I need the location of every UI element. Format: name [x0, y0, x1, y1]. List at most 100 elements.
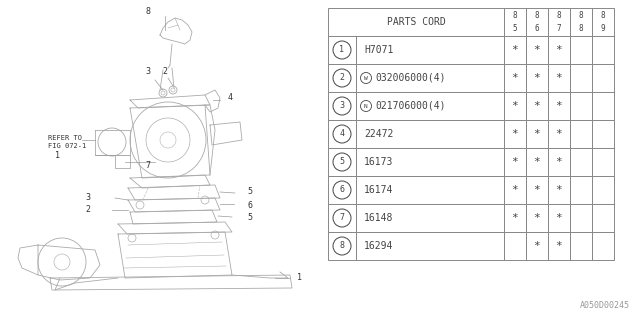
Text: 7: 7	[557, 24, 561, 33]
Bar	[570, 36, 592, 64]
Text: 8: 8	[339, 242, 344, 251]
Text: 7: 7	[145, 161, 150, 170]
Text: 7: 7	[339, 213, 344, 222]
Text: W: W	[364, 76, 368, 81]
Bar	[504, 148, 526, 176]
Text: 3: 3	[86, 194, 90, 203]
Bar	[328, 232, 356, 260]
Text: 16173: 16173	[364, 157, 394, 167]
Text: *: *	[511, 129, 518, 139]
Bar	[592, 120, 614, 148]
Bar	[548, 176, 570, 204]
Text: 9: 9	[601, 24, 605, 33]
Text: *: *	[511, 73, 518, 83]
Bar	[526, 204, 548, 232]
Bar	[548, 204, 570, 232]
Text: *: *	[534, 129, 540, 139]
Bar	[570, 92, 592, 120]
Text: PARTS CORD: PARTS CORD	[387, 17, 445, 27]
Bar	[356, 176, 504, 204]
Text: 1: 1	[339, 45, 344, 54]
Text: *: *	[511, 45, 518, 55]
Text: 1: 1	[56, 150, 61, 159]
Text: *: *	[556, 241, 563, 251]
Bar	[526, 148, 548, 176]
Text: 2: 2	[86, 205, 90, 214]
Text: 2: 2	[339, 74, 344, 83]
Bar	[592, 232, 614, 260]
Bar	[570, 8, 592, 36]
Bar	[526, 120, 548, 148]
Text: 032006000(4): 032006000(4)	[375, 73, 445, 83]
Bar	[504, 64, 526, 92]
Bar	[356, 148, 504, 176]
Bar	[526, 8, 548, 36]
Bar	[504, 232, 526, 260]
Bar	[548, 120, 570, 148]
Text: *: *	[556, 157, 563, 167]
Text: *: *	[534, 185, 540, 195]
Bar	[548, 232, 570, 260]
Text: 5: 5	[248, 188, 253, 196]
Bar	[570, 148, 592, 176]
Bar	[526, 176, 548, 204]
Bar	[504, 92, 526, 120]
Text: 4: 4	[339, 130, 344, 139]
Text: *: *	[534, 73, 540, 83]
Bar	[356, 232, 504, 260]
Bar	[356, 64, 504, 92]
Text: *: *	[511, 185, 518, 195]
Bar	[592, 176, 614, 204]
Bar	[570, 232, 592, 260]
Bar	[526, 36, 548, 64]
Bar	[356, 120, 504, 148]
Bar	[526, 232, 548, 260]
Bar	[356, 92, 504, 120]
Text: 3: 3	[145, 68, 150, 76]
Text: 22472: 22472	[364, 129, 394, 139]
Text: A050D00245: A050D00245	[580, 301, 630, 310]
Bar	[570, 176, 592, 204]
Bar	[548, 36, 570, 64]
Text: *: *	[556, 45, 563, 55]
Bar	[504, 8, 526, 36]
Bar	[548, 64, 570, 92]
Text: *: *	[556, 129, 563, 139]
Bar	[328, 176, 356, 204]
Text: H7071: H7071	[364, 45, 394, 55]
Text: 1: 1	[298, 274, 303, 283]
Text: *: *	[556, 185, 563, 195]
Text: 6: 6	[339, 186, 344, 195]
Bar	[356, 204, 504, 232]
Bar	[570, 204, 592, 232]
Text: *: *	[511, 157, 518, 167]
Bar	[548, 148, 570, 176]
Bar	[592, 204, 614, 232]
Bar	[328, 64, 356, 92]
Text: 16148: 16148	[364, 213, 394, 223]
Text: 8: 8	[579, 11, 583, 20]
Text: 8: 8	[579, 24, 583, 33]
Bar	[592, 36, 614, 64]
Bar	[548, 8, 570, 36]
Text: *: *	[534, 101, 540, 111]
Text: *: *	[534, 45, 540, 55]
Text: *: *	[511, 101, 518, 111]
Bar	[526, 92, 548, 120]
Bar	[328, 204, 356, 232]
Text: *: *	[556, 73, 563, 83]
Text: 8: 8	[145, 7, 150, 17]
Bar	[504, 120, 526, 148]
Text: *: *	[534, 157, 540, 167]
Text: 4: 4	[227, 93, 232, 102]
Text: *: *	[556, 101, 563, 111]
Bar	[328, 120, 356, 148]
Bar	[592, 92, 614, 120]
Text: 5: 5	[339, 157, 344, 166]
Text: 16174: 16174	[364, 185, 394, 195]
Text: 8: 8	[601, 11, 605, 20]
Text: 5: 5	[248, 213, 253, 222]
Bar	[504, 176, 526, 204]
Text: *: *	[556, 213, 563, 223]
Bar	[570, 64, 592, 92]
